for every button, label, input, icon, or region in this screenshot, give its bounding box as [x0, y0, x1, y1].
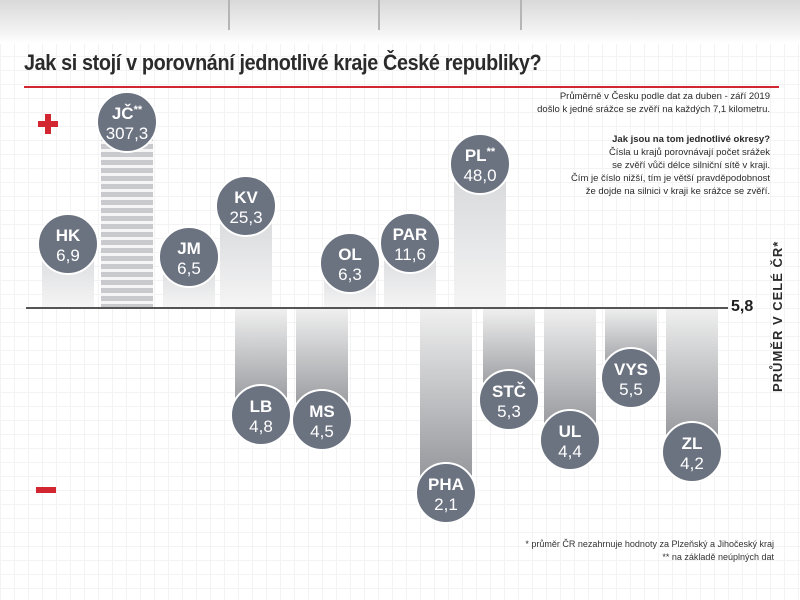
- value-label-par: 11,6: [394, 245, 426, 264]
- category-label-jm: JM: [177, 239, 201, 258]
- category-label-zl: ZL: [682, 434, 703, 453]
- value-label-zl: 4,2: [680, 454, 704, 473]
- bubble-ms: [291, 389, 353, 451]
- category-label-lb: LB: [250, 397, 273, 416]
- average-note-line2: došlo k jedné srážce se zvěří na každých…: [537, 104, 770, 115]
- value-label-kv: 25,3: [229, 208, 262, 227]
- value-label-jč: 307,3: [106, 124, 149, 143]
- value-label-vys: 5,5: [619, 380, 643, 399]
- category-label-pha: PHA: [428, 475, 464, 494]
- bubble-lb: [230, 384, 292, 446]
- value-label-ol: 6,3: [338, 265, 362, 284]
- bubbles-group: HK6,9JČ**307,3LB4,8MS4,5JM6,5KV25,3OL6,3…: [37, 91, 723, 524]
- explanation-line3: Čím je číslo nižší, tím je větší pravděp…: [570, 173, 770, 184]
- chart-title: Jak si stojí v porovnání jednotlivé kraj…: [24, 50, 542, 75]
- title-rule: [24, 86, 779, 88]
- explanation-question: Jak jsou na tom jednotlivé okresy?: [612, 134, 770, 145]
- value-label-pha: 2,1: [434, 495, 458, 514]
- bubble-stč: [478, 369, 540, 431]
- footnote-1: * průměr ČR nezahrnuje hodnoty za Plzeňs…: [525, 539, 774, 549]
- category-label-hk: HK: [56, 226, 81, 245]
- bubble-ol: [319, 232, 381, 294]
- bubble-pl: [449, 133, 511, 195]
- category-label-kv: KV: [234, 188, 258, 207]
- value-label-lb: 4,8: [249, 417, 273, 436]
- explanation-line1: Čísla u krajů porovnávají počet srážek: [608, 147, 770, 158]
- footnote-2: ** na základě neúplných dat: [662, 552, 774, 562]
- category-label-ms: MS: [309, 402, 335, 421]
- header-photo-strip: [0, 0, 800, 44]
- value-label-hk: 6,9: [56, 246, 80, 265]
- bubble-jč: [96, 91, 158, 153]
- explanation-note: Jak jsou na tom jednotlivé okresy? Čísla…: [530, 133, 770, 198]
- bubble-zl: [661, 421, 723, 483]
- category-label-par: PAR: [393, 225, 428, 244]
- minus-icon: [36, 487, 56, 493]
- category-label-ol: OL: [338, 245, 362, 264]
- average-axis-label: PRŮMĚR V CELÉ ČR*: [770, 240, 785, 392]
- bubble-par: [379, 212, 441, 274]
- explanation-line2: se zvěří vůči délce silniční sítě v kraj…: [612, 160, 770, 171]
- value-label-pl: 48,0: [463, 166, 496, 185]
- value-label-ms: 4,5: [310, 422, 334, 441]
- value-label-ul: 4,4: [558, 442, 582, 461]
- footnotes: * průměr ČR nezahrnuje hodnoty za Plzeňs…: [474, 538, 774, 564]
- average-note: Průměrně v Česku podle dat za duben - zá…: [530, 90, 770, 116]
- average-value: 5,8: [731, 298, 754, 315]
- bubble-kv: [215, 175, 277, 237]
- category-label-stč: STČ: [492, 382, 526, 401]
- value-label-jm: 6,5: [177, 259, 201, 278]
- category-label-vys: VYS: [614, 360, 648, 379]
- explanation-line4: že dojde na silnici v kraji ke srážce se…: [585, 186, 770, 197]
- bubble-ul: [539, 409, 601, 471]
- value-label-stč: 5,3: [497, 402, 521, 421]
- plus-icon: [38, 114, 58, 134]
- bubble-vys: [600, 347, 662, 409]
- bubble-hk: [37, 213, 99, 275]
- average-note-line1: Průměrně v Česku podle dat za duben - zá…: [559, 91, 770, 102]
- bubble-pha: [415, 462, 477, 524]
- category-label-ul: UL: [559, 422, 582, 441]
- bubble-jm: [158, 226, 220, 288]
